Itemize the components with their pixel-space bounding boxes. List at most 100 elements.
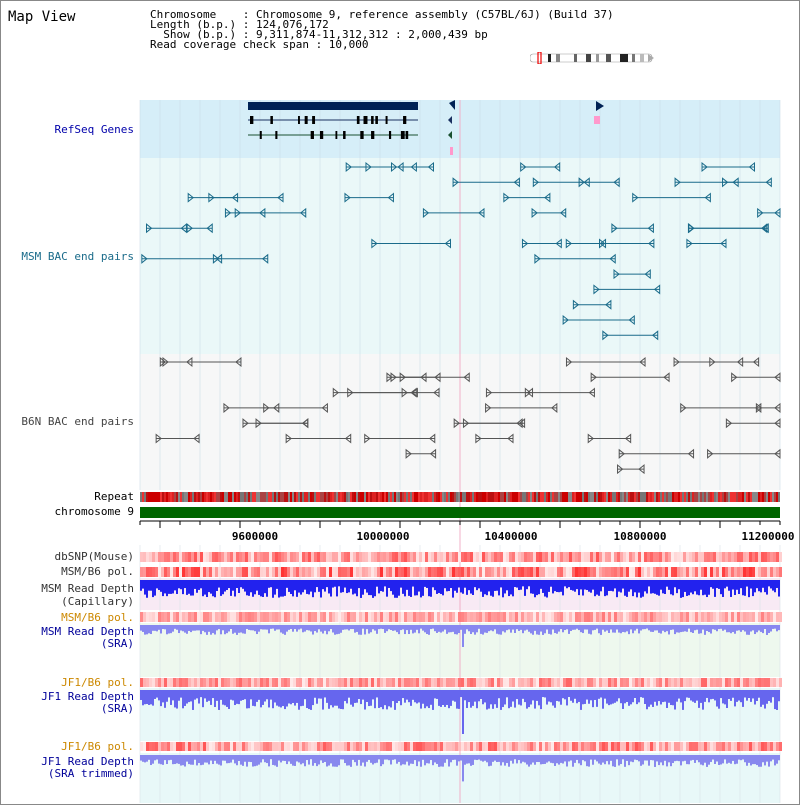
msm-pol-cell [242,567,245,577]
label-jf1-depth-trimmed[interactable]: JF1 Read Depth [41,755,134,768]
jf1-pol-cell [620,742,623,751]
repeat-segment [280,492,282,502]
label-dbsnp[interactable]: dbSNP(Mouse) [54,550,134,563]
msm-pol-cell [635,612,638,622]
jf1-pol-cell [743,742,746,751]
jf1-pol-cell [485,742,488,751]
msm-pol-cell [209,612,212,622]
jf1-trim-depth-bar [472,755,474,765]
msm-pol-cell [770,612,773,622]
msm-pol-cell [701,612,704,622]
b6n-bac-pair-end [193,433,200,444]
msm-pol-cell [734,567,737,577]
jf1-pol-cell [200,742,203,751]
jf1-pol-cell [461,678,464,687]
msm-sra-depth-bar [332,625,334,633]
label-repeat[interactable]: Repeat [94,490,134,503]
jf1-pol-cell [341,678,344,687]
jf1-sra-depth-bar [462,690,464,734]
dbsnp-cell [290,552,293,562]
msm-sra-depth-bar [398,625,400,635]
jf1-pol-cell [164,742,167,751]
msm-sra-depth-bar [430,625,432,630]
label-msm-depth-sra[interactable]: MSM Read Depth [41,625,134,638]
jf1-sra-depth-bar [650,690,652,705]
repeat-segment [526,492,528,502]
label-msm-b6-pol[interactable]: MSM/B6 pol. [61,565,134,578]
jf1-sra-depth-bar [656,690,658,706]
label-msm-depth-capillary[interactable]: MSM Read Depth [41,582,134,595]
jf1-trim-depth-bar [470,755,472,766]
repeat-segment [740,492,742,502]
msm-bac-pair-end [611,223,618,234]
repeat-track[interactable] [140,492,780,502]
msm-sra-depth-bar [420,625,422,629]
capillary-depth-bar [194,580,196,589]
jf1-pol-cell [671,678,674,687]
jf1-pol-cell [476,742,479,751]
jf1-pol-cell [719,678,722,687]
label-jf1-depth-sra[interactable]: JF1 Read Depth [41,690,134,703]
jf1-sra-depth-bar [640,690,642,698]
label-jf1-b6-pol[interactable]: JF1/B6 pol. [61,676,134,689]
jf1-trim-depth-bar [480,755,482,761]
label-msm-bac[interactable]: MSM BAC end pairs [21,250,134,263]
msm-bac-pair-end [553,161,561,173]
msm-sra-depth-bar [708,625,710,633]
label-refseq-genes[interactable]: RefSeq Genes [54,123,134,136]
repeat-segment [626,492,628,502]
repeat-segment [374,492,376,502]
capillary-depth-bar [200,580,202,589]
jf1-trim-depth-bar [436,755,438,764]
msm-sra-depth-bar [326,625,328,635]
jf1-trim-depth-bar [262,755,264,760]
jf1-sra-depth-bar [642,690,644,698]
jf1-pol-cell [218,742,221,751]
jf1-pol-cell [674,742,677,751]
msm-sra-depth-bar [470,625,472,635]
jf1-pol-cell [419,742,422,751]
b6n-bac-track[interactable] [155,356,781,475]
msm-sra-depth-bar [270,625,272,629]
msm-pol-cell [164,567,167,577]
jf1-trim-depth-bar [320,755,322,761]
jf1-trim-depth-bar [354,755,356,763]
repeat-segment [584,492,586,502]
jf1-sra-depth-bar [194,690,196,700]
msm-pol-cell [554,567,557,577]
jf1-trim-depth-bar [334,755,336,767]
msm-sra-depth-bar [602,625,604,630]
msm-bac-track[interactable] [141,161,781,341]
jf1-pol-cell [218,678,221,687]
label-jf1-b6-pol-2[interactable]: JF1/B6 pol. [61,740,134,753]
msm-pol-cell [203,612,206,622]
jf1-sra-depth-bar [388,690,390,707]
msm-pol-cell [641,612,644,622]
repeat-segment [296,492,298,502]
dbsnp-cell [245,552,248,562]
jf1-trim-depth-bar [160,755,162,765]
dbsnp-cell [740,552,743,562]
jf1-pol-cell [347,742,350,751]
jf1-pol-cell [635,678,638,687]
jf1-trim-depth-bar [318,755,320,765]
chromosome-ideogram[interactable] [530,52,660,64]
jf1-sra-depth-bar [536,690,538,701]
capillary-depth-bar [504,580,506,594]
repeat-segment [264,492,266,502]
jf1-trim-depth-bar [190,755,192,765]
repeat-segment [690,492,692,502]
depth-tracks[interactable] [140,580,780,782]
refseq-genes-track[interactable] [248,100,604,155]
msm-pol-cell [638,612,641,622]
snp-tracks[interactable] [140,552,782,751]
msm-pol-cell [347,567,350,577]
jf1-pol-cell [776,678,779,687]
msm-bac-pair-end [387,192,394,203]
label-msm-b6-pol-2[interactable]: MSM/B6 pol. [61,611,134,624]
jf1-trim-depth-bar [686,755,688,765]
jf1-sra-depth-bar [646,690,648,710]
label-b6n-bac[interactable]: B6N BAC end pairs [21,415,134,428]
msm-pol-cell [179,612,182,622]
repeat-segment [568,492,570,502]
